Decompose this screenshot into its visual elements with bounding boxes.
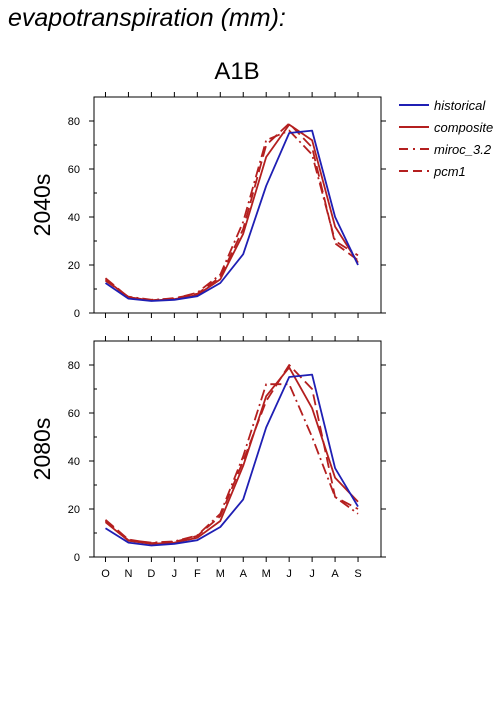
plot-frame [93,96,382,314]
series-historical [105,373,359,547]
plot-frame [93,340,382,558]
series-pcm1 [104,122,359,302]
series-composite [104,123,359,302]
legend-label-pcm1: pcm1 [433,164,466,179]
panel-2040s: 0 20 40 60 80 2040s [29,92,386,320]
x-tick-label: A [240,568,248,580]
legend-label-composite: composite [434,120,493,135]
y-tick-label: 20 [68,260,80,272]
x-tick-label: N [124,568,132,580]
page-title: evapotranspiration (mm): [8,4,286,32]
x-tick-label: M [216,568,225,580]
panel-ylabel: 2040s [29,174,55,237]
y-tick-label: 60 [68,408,80,420]
x-tick-label: A [331,568,339,580]
chart-title: A1B [214,58,259,85]
series-composite [104,366,359,545]
y-tick-label: 60 [68,164,80,176]
y-tick-label: 80 [68,116,80,128]
x-tick-label: J [286,568,292,580]
y-tick-label: 0 [74,552,80,564]
y-tick-label: 20 [68,504,80,516]
y-tick-label: 80 [68,360,80,372]
x-tick-label: J [172,568,178,580]
legend-label-miroc-3-2: miroc_3.2 [434,142,492,157]
x-tick-label: J [309,568,315,580]
panel-ylabel: 2080s [29,418,55,481]
x-tick-label: F [194,568,201,580]
x-tick-label: D [147,568,155,580]
legend: historical composite miroc_3.2 pcm1 [399,98,493,179]
y-tick-label: 0 [74,308,80,320]
series-miroc-3-2 [104,129,359,301]
series-pcm1 [104,364,359,544]
series-miroc-3-2 [104,383,359,544]
series-historical [104,129,359,302]
y-tick-label: 40 [68,456,80,468]
x-tick-label: S [354,568,361,580]
legend-label-historical: historical [434,98,486,113]
x-tick-label: M [262,568,271,580]
y-tick-label: 40 [68,212,80,224]
x-tick-label: O [101,568,110,580]
panel-2080s: 0 20 40 60 80 O N D J F M A M J J A S 2080s [29,336,386,580]
